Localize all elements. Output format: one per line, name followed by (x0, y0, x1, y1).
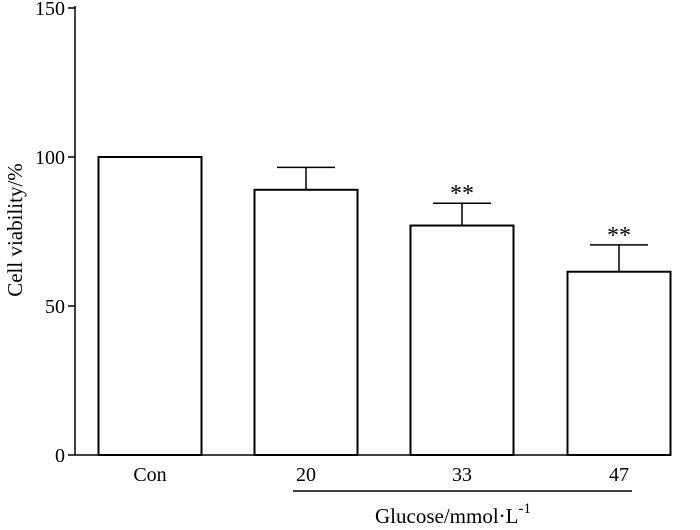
y-axis: 0 50 100 150 (35, 0, 76, 467)
y-tick-label: 100 (35, 147, 65, 169)
bar (566, 270, 672, 457)
x-tick-label: 20 (296, 464, 316, 486)
x-tick-label: 33 (452, 464, 472, 486)
y-tick-label: 50 (45, 296, 65, 318)
x-tick-label: Con (133, 464, 166, 486)
x-axis-title: Glucose/mmol·L-1 (375, 501, 531, 528)
significance-markers: ** ** (450, 181, 631, 249)
x-tick-label: 47 (609, 464, 629, 486)
x-axis-title-main: Glucose/mmol·L (375, 504, 518, 528)
significance-label: ** (607, 223, 631, 249)
y-axis-title: Cell viability/% (3, 163, 27, 297)
y-tick-label: 150 (35, 0, 65, 20)
x-axis-title-superscript: -1 (518, 501, 531, 517)
bar (409, 224, 515, 456)
bar (97, 156, 203, 456)
significance-label: ** (450, 181, 474, 207)
bar (253, 188, 359, 456)
x-axis: Con 20 33 47 (75, 454, 670, 486)
error-bars (277, 166, 648, 272)
y-tick-label: 0 (55, 445, 65, 467)
bars (97, 156, 672, 457)
